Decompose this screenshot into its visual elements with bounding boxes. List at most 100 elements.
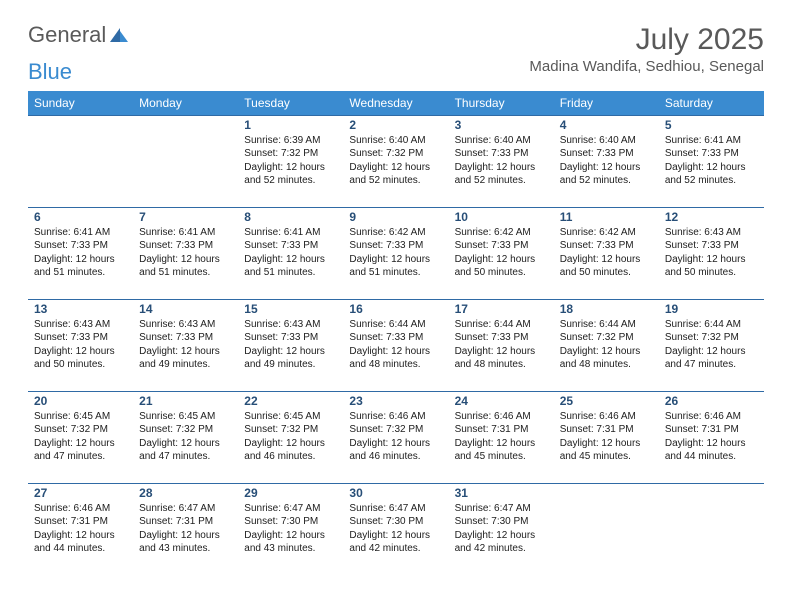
day-details: Sunrise: 6:46 AMSunset: 7:32 PMDaylight:… bbox=[349, 410, 442, 464]
calendar-day: 19 Sunrise: 6:44 AMSunset: 7:32 PMDayligh… bbox=[659, 299, 764, 391]
day-details: Sunrise: 6:41 AMSunset: 7:33 PMDaylight:… bbox=[665, 134, 758, 188]
day-number: 6 bbox=[34, 210, 127, 224]
day-details: Sunrise: 6:40 AMSunset: 7:32 PMDaylight:… bbox=[349, 134, 442, 188]
day-number: 26 bbox=[665, 394, 758, 408]
day-details: Sunrise: 6:40 AMSunset: 7:33 PMDaylight:… bbox=[455, 134, 548, 188]
day-details: Sunrise: 6:47 AMSunset: 7:30 PMDaylight:… bbox=[455, 502, 548, 556]
calendar-day: 26 Sunrise: 6:46 AMSunset: 7:31 PMDayligh… bbox=[659, 391, 764, 483]
calendar-day: 13Sunrise: 6:43 AMSunset: 7:33 PMDayligh… bbox=[28, 299, 133, 391]
calendar-day: 31 Sunrise: 6:47 AMSunset: 7:30 PMDayligh… bbox=[449, 483, 554, 575]
calendar-day: 7Sunrise: 6:41 AMSunset: 7:33 PMDaylight… bbox=[133, 207, 238, 299]
day-number: 28 bbox=[139, 486, 232, 500]
day-details: Sunrise: 6:45 AMSunset: 7:32 PMDaylight:… bbox=[34, 410, 127, 464]
day-details: Sunrise: 6:43 AMSunset: 7:33 PMDaylight:… bbox=[244, 318, 337, 372]
day-details: Sunrise: 6:43 AMSunset: 7:33 PMDaylight:… bbox=[665, 226, 758, 280]
day-header-thursday: Thursday bbox=[449, 91, 554, 116]
brand-logo: General bbox=[28, 24, 130, 46]
day-details: Sunrise: 6:40 AMSunset: 7:33 PMDaylight:… bbox=[560, 134, 653, 188]
day-number: 14 bbox=[139, 302, 232, 316]
day-number: 17 bbox=[455, 302, 548, 316]
day-header-saturday: Saturday bbox=[659, 91, 764, 116]
day-number: 5 bbox=[665, 118, 758, 132]
calendar-week: 27 Sunrise: 6:46 AMSunset: 7:31 PMDayligh… bbox=[28, 483, 764, 575]
brand-part2: Blue bbox=[28, 59, 764, 85]
day-number: 24 bbox=[455, 394, 548, 408]
calendar-day: 15 Sunrise: 6:43 AMSunset: 7:33 PMDayligh… bbox=[238, 299, 343, 391]
day-number: 1 bbox=[244, 118, 337, 132]
day-number: 11 bbox=[560, 210, 653, 224]
day-details: Sunrise: 6:46 AMSunset: 7:31 PMDaylight:… bbox=[560, 410, 653, 464]
day-details: Sunrise: 6:46 AMSunset: 7:31 PMDaylight:… bbox=[34, 502, 127, 556]
day-details: Sunrise: 6:42 AMSunset: 7:33 PMDaylight:… bbox=[560, 226, 653, 280]
day-number: 25 bbox=[560, 394, 653, 408]
calendar-week: 1Sunrise: 6:39 AMSunset: 7:32 PMDaylight… bbox=[28, 115, 764, 207]
brand-part1: General bbox=[28, 24, 106, 46]
day-details: Sunrise: 6:41 AMSunset: 7:33 PMDaylight:… bbox=[244, 226, 337, 280]
calendar-day: 17 Sunrise: 6:44 AMSunset: 7:33 PMDayligh… bbox=[449, 299, 554, 391]
day-number: 2 bbox=[349, 118, 442, 132]
calendar-day: 29Sunrise: 6:47 AMSunset: 7:30 PMDayligh… bbox=[238, 483, 343, 575]
calendar-day: 18 Sunrise: 6:44 AMSunset: 7:32 PMDayligh… bbox=[554, 299, 659, 391]
calendar-day: 1Sunrise: 6:39 AMSunset: 7:32 PMDaylight… bbox=[238, 115, 343, 207]
calendar-day: 16 Sunrise: 6:44 AMSunset: 7:33 PMDayligh… bbox=[343, 299, 448, 391]
day-number: 22 bbox=[244, 394, 337, 408]
day-header-wednesday: Wednesday bbox=[343, 91, 448, 116]
day-number: 19 bbox=[665, 302, 758, 316]
day-details: Sunrise: 6:46 AMSunset: 7:31 PMDaylight:… bbox=[665, 410, 758, 464]
day-details: Sunrise: 6:43 AMSunset: 7:33 PMDaylight:… bbox=[34, 318, 127, 372]
day-number: 29 bbox=[244, 486, 337, 500]
day-number: 20 bbox=[34, 394, 127, 408]
sail-icon bbox=[108, 26, 130, 44]
calendar-day: 23Sunrise: 6:46 AMSunset: 7:32 PMDayligh… bbox=[343, 391, 448, 483]
day-details: Sunrise: 6:43 AMSunset: 7:33 PMDaylight:… bbox=[139, 318, 232, 372]
day-number: 10 bbox=[455, 210, 548, 224]
calendar-page: General July 2025 Madina Wandifa, Sedhio… bbox=[0, 0, 792, 575]
calendar-day: 20 Sunrise: 6:45 AMSunset: 7:32 PMDayligh… bbox=[28, 391, 133, 483]
calendar-empty bbox=[659, 483, 764, 575]
day-details: Sunrise: 6:44 AMSunset: 7:32 PMDaylight:… bbox=[665, 318, 758, 372]
calendar-day: 8 Sunrise: 6:41 AMSunset: 7:33 PMDaylight… bbox=[238, 207, 343, 299]
calendar-day: 24 Sunrise: 6:46 AMSunset: 7:31 PMDayligh… bbox=[449, 391, 554, 483]
day-header-sunday: Sunday bbox=[28, 91, 133, 116]
calendar-day: 14 Sunrise: 6:43 AMSunset: 7:33 PMDayligh… bbox=[133, 299, 238, 391]
day-number: 16 bbox=[349, 302, 442, 316]
day-number: 27 bbox=[34, 486, 127, 500]
day-header-monday: Monday bbox=[133, 91, 238, 116]
day-details: Sunrise: 6:41 AMSunset: 7:33 PMDaylight:… bbox=[34, 226, 127, 280]
calendar-day: 10Sunrise: 6:42 AMSunset: 7:33 PMDayligh… bbox=[449, 207, 554, 299]
page-title: July 2025 bbox=[529, 24, 764, 56]
calendar-day: 30 Sunrise: 6:47 AMSunset: 7:30 PMDayligh… bbox=[343, 483, 448, 575]
day-details: Sunrise: 6:47 AMSunset: 7:31 PMDaylight:… bbox=[139, 502, 232, 556]
calendar-body: 1Sunrise: 6:39 AMSunset: 7:32 PMDaylight… bbox=[28, 115, 764, 575]
calendar-day: 22Sunrise: 6:45 AMSunset: 7:32 PMDayligh… bbox=[238, 391, 343, 483]
day-number: 4 bbox=[560, 118, 653, 132]
calendar-empty bbox=[28, 115, 133, 207]
calendar-day: 11 Sunrise: 6:42 AMSunset: 7:33 PMDayligh… bbox=[554, 207, 659, 299]
day-number: 15 bbox=[244, 302, 337, 316]
calendar-day: 2 Sunrise: 6:40 AMSunset: 7:32 PMDaylight… bbox=[343, 115, 448, 207]
calendar-day: 25 Sunrise: 6:46 AMSunset: 7:31 PMDayligh… bbox=[554, 391, 659, 483]
day-details: Sunrise: 6:44 AMSunset: 7:32 PMDaylight:… bbox=[560, 318, 653, 372]
day-details: Sunrise: 6:42 AMSunset: 7:33 PMDaylight:… bbox=[349, 226, 442, 280]
day-header-tuesday: Tuesday bbox=[238, 91, 343, 116]
calendar-week: 6 Sunrise: 6:41 AMSunset: 7:33 PMDaylight… bbox=[28, 207, 764, 299]
day-number: 21 bbox=[139, 394, 232, 408]
day-number: 31 bbox=[455, 486, 548, 500]
calendar-day: 27 Sunrise: 6:46 AMSunset: 7:31 PMDayligh… bbox=[28, 483, 133, 575]
calendar-day: 12Sunrise: 6:43 AMSunset: 7:33 PMDayligh… bbox=[659, 207, 764, 299]
calendar-header-row: SundayMondayTuesdayWednesdayThursdayFrid… bbox=[28, 91, 764, 116]
calendar-day: 4 Sunrise: 6:40 AMSunset: 7:33 PMDaylight… bbox=[554, 115, 659, 207]
calendar-table: SundayMondayTuesdayWednesdayThursdayFrid… bbox=[28, 91, 764, 576]
day-details: Sunrise: 6:44 AMSunset: 7:33 PMDaylight:… bbox=[349, 318, 442, 372]
day-details: Sunrise: 6:47 AMSunset: 7:30 PMDaylight:… bbox=[349, 502, 442, 556]
calendar-empty bbox=[133, 115, 238, 207]
day-details: Sunrise: 6:46 AMSunset: 7:31 PMDaylight:… bbox=[455, 410, 548, 464]
day-details: Sunrise: 6:44 AMSunset: 7:33 PMDaylight:… bbox=[455, 318, 548, 372]
day-number: 8 bbox=[244, 210, 337, 224]
day-details: Sunrise: 6:41 AMSunset: 7:33 PMDaylight:… bbox=[139, 226, 232, 280]
calendar-day: 28 Sunrise: 6:47 AMSunset: 7:31 PMDayligh… bbox=[133, 483, 238, 575]
day-number: 18 bbox=[560, 302, 653, 316]
calendar-empty bbox=[554, 483, 659, 575]
day-number: 30 bbox=[349, 486, 442, 500]
calendar-week: 13Sunrise: 6:43 AMSunset: 7:33 PMDayligh… bbox=[28, 299, 764, 391]
